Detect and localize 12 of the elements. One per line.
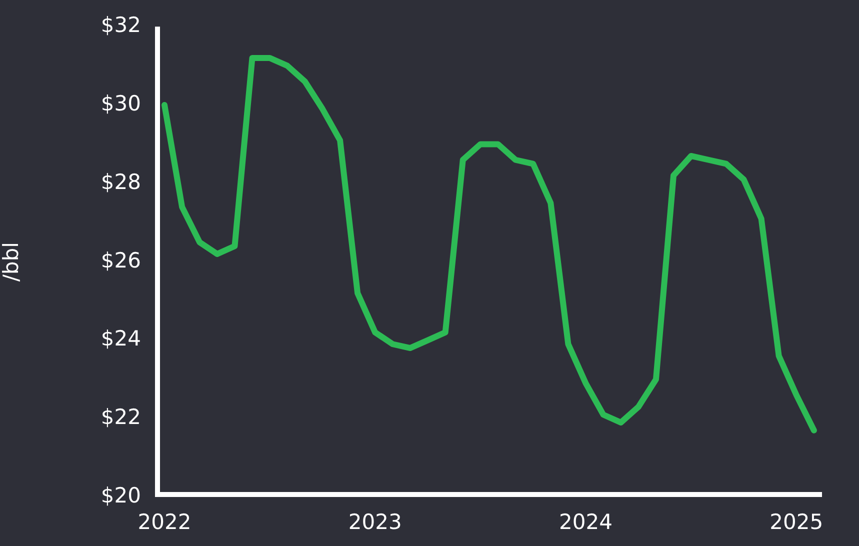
- x-tick-label: 2022: [138, 510, 192, 534]
- y-tick-label: $28: [100, 170, 141, 194]
- y-tick-label: $30: [100, 91, 141, 116]
- x-tick-label: 2023: [348, 510, 402, 534]
- y-tick-label: $26: [100, 248, 141, 272]
- y-tick-label: $24: [100, 326, 141, 351]
- x-tick-label: 2025: [770, 510, 824, 534]
- y-axis-title: /bbl: [0, 242, 24, 282]
- y-tick-label: $22: [100, 405, 141, 430]
- y-tick-label: $32: [100, 13, 141, 38]
- y-tick-label: $20: [100, 483, 141, 508]
- x-tick-label: 2024: [559, 510, 612, 534]
